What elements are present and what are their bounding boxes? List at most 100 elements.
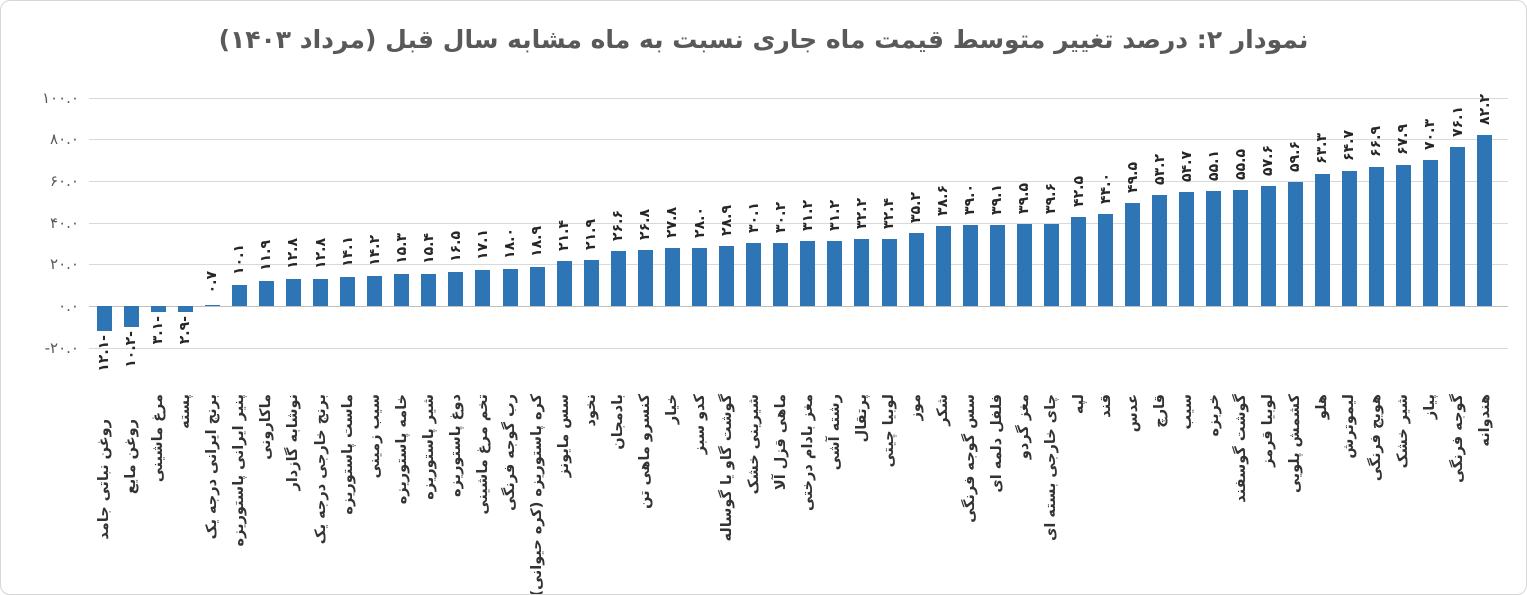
category-label: گوشت گاو یا گوساله <box>718 394 735 542</box>
bar-value-label: ۱۲.۸ <box>285 238 302 270</box>
category-label: تخم مرغ ماشینی <box>474 394 491 515</box>
gridline <box>89 139 1508 141</box>
bar <box>394 274 410 306</box>
bar-value-label: ۰.۷ <box>204 271 221 294</box>
category-label: مغز بادام درختی <box>799 394 816 512</box>
bar-value-label: ۲۶.۸ <box>637 209 654 241</box>
bar <box>1098 214 1114 306</box>
bar-value-label: ۱۴.۱ <box>339 235 356 267</box>
category-label: کنسرو ماهی تن <box>637 394 654 509</box>
bar <box>935 225 951 306</box>
bar <box>204 304 220 307</box>
category-label: سس گوجه فرنگی <box>962 394 979 523</box>
category-label: برنج ایرانی درجه یک <box>204 394 221 540</box>
bar <box>610 250 626 306</box>
bar <box>313 279 329 306</box>
bar <box>800 241 816 306</box>
category-label: گوجه فرنگی <box>1449 394 1466 483</box>
bar <box>529 266 545 306</box>
y-axis-tick-label: ۱۰۰.۰ <box>42 88 79 107</box>
bar <box>1368 166 1384 306</box>
bar-value-label: ۵۹.۶ <box>1287 140 1304 172</box>
bar <box>502 268 518 306</box>
bar-value-label: ۲۸.۰ <box>691 206 708 238</box>
bar-value-label: ۴۴.۰ <box>1097 173 1114 205</box>
category-label: ماست پاستوریزه <box>339 394 356 515</box>
category-label: سیب <box>1178 394 1195 430</box>
bar-value-label: ۱۸.۹ <box>529 225 546 257</box>
category-label: هویج فرنگی <box>1368 394 1385 482</box>
bar <box>1395 164 1411 306</box>
y-axis-tick-label: ۸۰.۰ <box>50 130 79 149</box>
bar <box>150 306 166 313</box>
bar <box>664 248 680 306</box>
bar-value-label: ۳۱.۲ <box>826 200 843 231</box>
bar <box>367 276 383 306</box>
bar <box>177 306 193 313</box>
category-label: لپه <box>1070 394 1087 415</box>
category-label: رشته آشی <box>826 394 843 471</box>
category-label: کشمش پلویی <box>1287 394 1304 494</box>
bar-value-label: ۱۴.۲ <box>366 235 383 267</box>
category-label: چای خارجی بسته ای <box>1043 394 1060 541</box>
bar-value-label: ۲۱.۴ <box>556 220 573 252</box>
bar-value-label: ۱۵.۴ <box>420 232 437 264</box>
bar <box>421 273 437 306</box>
bar-value-label: ۳۲.۲ <box>853 197 870 229</box>
category-label: ماهی قزل آلا <box>772 394 789 491</box>
category-label: رب گوجه فرنگی <box>502 394 519 511</box>
category-label: خیار <box>664 394 681 425</box>
bar-value-label: ۳۱.۲ <box>799 200 816 231</box>
bar <box>1341 171 1357 306</box>
bar <box>1016 223 1032 306</box>
category-label: شیر خشک <box>1395 394 1412 469</box>
bar-value-label: ۵۵.۱ <box>1205 150 1222 182</box>
bar-value-label: ۳۹.۵ <box>1016 182 1033 214</box>
bar-value-label: -۱۰.۲ <box>123 331 140 368</box>
category-label: خامه پاستوریزه <box>393 394 410 505</box>
gridline <box>89 306 1508 307</box>
bar-value-label: ۱۸.۰ <box>502 227 519 259</box>
bar <box>908 232 924 306</box>
y-axis-tick-label: ۴۰.۰ <box>50 213 79 232</box>
bar <box>340 276 356 306</box>
bar-value-label: ۱۵.۳ <box>393 233 410 265</box>
gridline <box>89 97 1508 99</box>
category-label: دوغ پاستوریزه <box>447 394 464 497</box>
bar-value-label: ۳۰.۱ <box>745 202 762 234</box>
category-label: پرتقال <box>853 394 870 443</box>
bar <box>1450 147 1465 306</box>
chart-title: نمودار ۲: درصد تغییر متوسط قیمت ماه جاری… <box>218 25 1309 54</box>
bar-value-label: ۳۲.۴ <box>881 197 898 229</box>
bar <box>746 243 762 306</box>
bar <box>854 238 870 306</box>
category-label: روغن نباتی جامد <box>96 419 112 540</box>
bar-value-label: ۷۶.۱ <box>1449 106 1466 138</box>
bar-value-label: ۱۲.۸ <box>312 238 329 270</box>
bar-value-label: ۲۷.۸ <box>664 207 681 239</box>
category-label: نخود <box>583 394 600 427</box>
category-label: شکر <box>935 394 952 426</box>
category-label: سس مایونز <box>556 394 573 478</box>
category-label: ماکارونی <box>258 394 275 460</box>
bar <box>1125 202 1141 306</box>
category-label: شیر پاستوریزه <box>420 394 437 500</box>
bar-value-label: ۷۰.۳ <box>1422 118 1439 150</box>
bar-value-label: ۴۲.۵ <box>1070 176 1087 208</box>
category-label: عدس <box>1124 394 1141 433</box>
category-label: پیاز <box>1422 394 1439 420</box>
bar-value-label: ۱۰.۱ <box>231 243 248 275</box>
gridline <box>89 264 1508 266</box>
category-label: بادمجان <box>610 394 627 450</box>
y-axis-tick-label: ۶۰.۰ <box>50 172 79 191</box>
gridline <box>89 181 1508 183</box>
category-label: مرغ ماشینی <box>150 394 167 483</box>
bar-value-label: ۸۲.۲ <box>1476 93 1493 125</box>
bar <box>1477 134 1493 306</box>
bar <box>1206 191 1222 306</box>
bar <box>583 260 599 306</box>
bar-value-label: ۴۹.۵ <box>1124 161 1141 193</box>
bar-value-label: ۲۸.۹ <box>718 204 735 236</box>
bar-value-label: ۲۶.۶ <box>610 209 627 241</box>
